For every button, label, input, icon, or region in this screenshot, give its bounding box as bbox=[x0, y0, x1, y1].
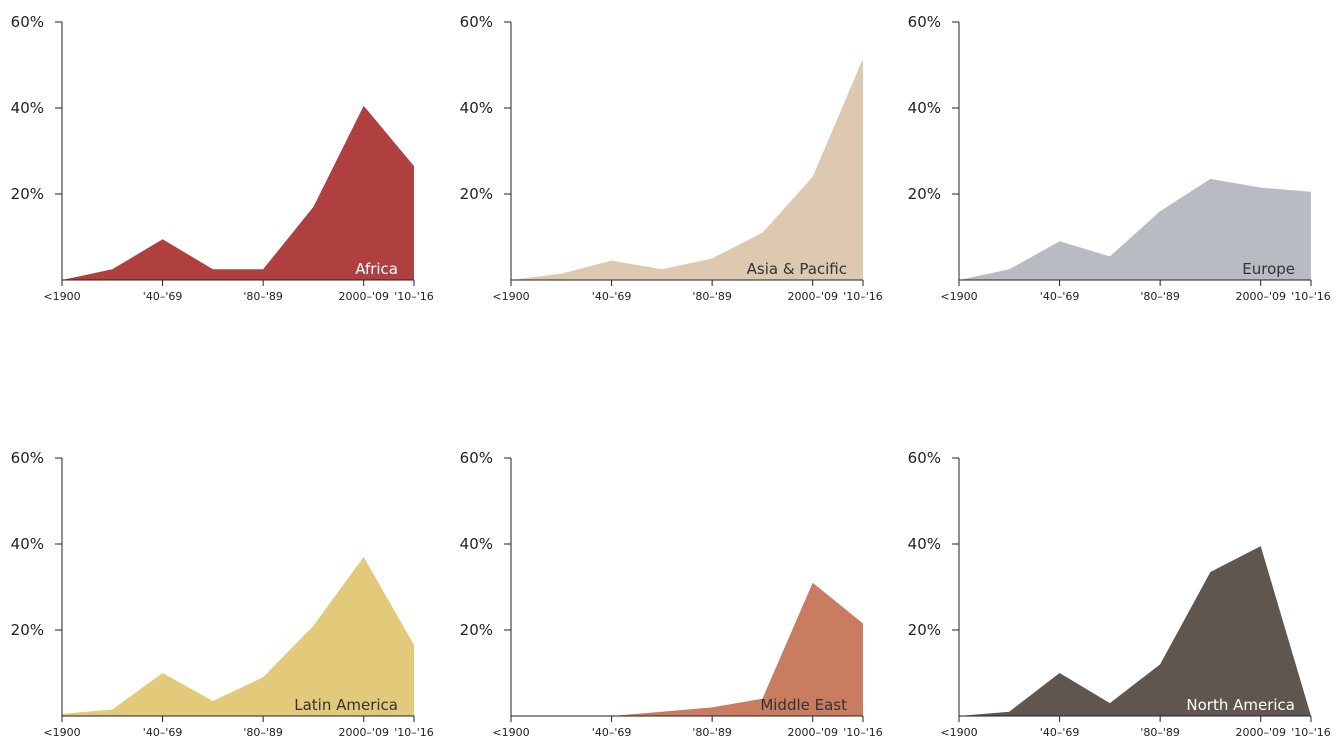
x-tick-label: '40–'69 bbox=[592, 726, 632, 739]
area-middle-east bbox=[511, 582, 863, 716]
x-tick-label: '40–'69 bbox=[1040, 290, 1080, 303]
area-africa bbox=[62, 105, 414, 280]
y-tick-label: 20% bbox=[11, 621, 44, 639]
y-tick-label: 60% bbox=[908, 13, 941, 31]
area-latin-america bbox=[62, 556, 414, 716]
x-tick-label: <1900 bbox=[492, 290, 529, 303]
x-tick-label: <1900 bbox=[940, 290, 977, 303]
y-tick-label: 20% bbox=[460, 621, 493, 639]
x-tick-label: '10–'16 bbox=[394, 290, 434, 303]
x-tick-label: 2000–'09 bbox=[1235, 290, 1286, 303]
region-label-middle-east: Middle East bbox=[760, 696, 847, 714]
chart-panel-middle-east: 20% 40% 60% <1900 '40–'69 '80–'89 2000–'09 '10–… bbox=[460, 449, 883, 739]
x-tick-label: '10–'16 bbox=[843, 290, 883, 303]
y-tick-label: 60% bbox=[460, 13, 493, 31]
x-tick-label: <1900 bbox=[43, 290, 80, 303]
y-tick-label: 40% bbox=[908, 99, 941, 117]
x-tick-label: '10–'16 bbox=[1291, 726, 1331, 739]
x-tick-label: '40–'69 bbox=[143, 290, 183, 303]
y-tick-label: 40% bbox=[908, 535, 941, 553]
y-tick-label: 60% bbox=[11, 13, 44, 31]
y-tick-label: 20% bbox=[908, 621, 941, 639]
x-tick-label: '80–'89 bbox=[1140, 726, 1180, 739]
x-tick-label: '80–'89 bbox=[243, 726, 283, 739]
x-tick-label: '80–'89 bbox=[243, 290, 283, 303]
chart-panel-asia-pacific: 20% 40% 60% <1900 '40–'69 '80–'89 2000–'09 '10–… bbox=[460, 13, 883, 303]
x-tick-label: '40–'69 bbox=[592, 290, 632, 303]
chart-panel-north-america: 20% 40% 60% <1900 '40–'69 '80–'89 2000–'09 '10–… bbox=[908, 449, 1331, 739]
y-tick-label: 40% bbox=[11, 535, 44, 553]
chart-panel-africa: 20% 40% 60% <1900 '40–'69 '80–'89 2000–'09 '10–… bbox=[11, 13, 434, 303]
y-tick-label: 20% bbox=[460, 185, 493, 203]
area-asia-pacific bbox=[511, 58, 863, 280]
y-tick-label: 60% bbox=[908, 449, 941, 467]
x-tick-label: 2000–'09 bbox=[338, 290, 389, 303]
chart-panel-latin-america: 20% 40% 60% <1900 '40–'69 '80–'89 2000–'09 '10–… bbox=[11, 449, 434, 739]
x-tick-label: <1900 bbox=[492, 726, 529, 739]
y-tick-label: 60% bbox=[11, 449, 44, 467]
chart-panel-europe: 20% 40% 60% <1900 '40–'69 '80–'89 2000–'09 '10–… bbox=[908, 13, 1331, 303]
region-label-europe: Europe bbox=[1242, 260, 1295, 278]
x-tick-label: '40–'69 bbox=[143, 726, 183, 739]
x-tick-label: '10–'16 bbox=[394, 726, 434, 739]
x-tick-label: 2000–'09 bbox=[787, 726, 838, 739]
y-tick-label: 40% bbox=[460, 99, 493, 117]
x-tick-label: '10–'16 bbox=[1291, 290, 1331, 303]
area-europe bbox=[959, 178, 1311, 280]
y-tick-label: 60% bbox=[460, 449, 493, 467]
region-label-north-america: North America bbox=[1186, 696, 1295, 714]
x-tick-label: <1900 bbox=[43, 726, 80, 739]
x-tick-label: 2000–'09 bbox=[1235, 726, 1286, 739]
region-label-asia-pacific: Asia & Pacific bbox=[747, 260, 847, 278]
area-north-america bbox=[959, 546, 1311, 716]
region-label-africa: Africa bbox=[355, 260, 398, 278]
y-tick-label: 20% bbox=[11, 185, 44, 203]
x-tick-label: <1900 bbox=[940, 726, 977, 739]
y-tick-label: 20% bbox=[908, 185, 941, 203]
x-tick-label: '80–'89 bbox=[692, 726, 732, 739]
x-tick-label: 2000–'09 bbox=[338, 726, 389, 739]
region-label-latin-america: Latin America bbox=[294, 696, 398, 714]
x-tick-label: '80–'89 bbox=[692, 290, 732, 303]
x-tick-label: '40–'69 bbox=[1040, 726, 1080, 739]
x-tick-label: '80–'89 bbox=[1140, 290, 1180, 303]
x-tick-label: 2000–'09 bbox=[787, 290, 838, 303]
y-tick-label: 40% bbox=[460, 535, 493, 553]
x-tick-label: '10–'16 bbox=[843, 726, 883, 739]
y-tick-label: 40% bbox=[11, 99, 44, 117]
